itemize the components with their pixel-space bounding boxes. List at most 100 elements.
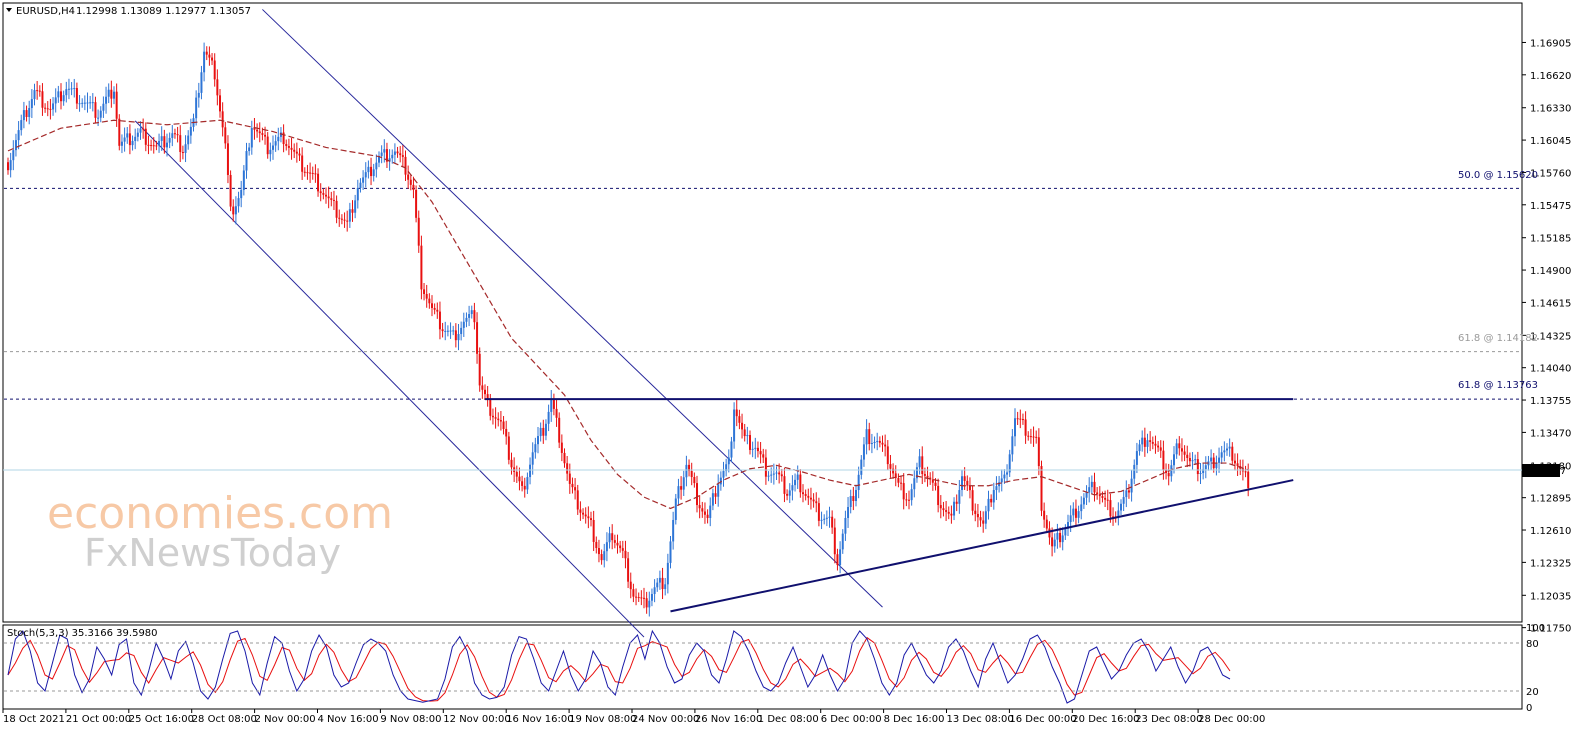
candle-body [256,129,259,132]
candle-body [767,475,770,477]
candle-body [976,513,979,518]
candle-body [1141,437,1144,445]
candle-body [942,508,945,511]
candle-body [908,499,910,501]
candle-body [833,527,836,555]
trendlines[interactable] [485,398,1294,613]
candle-body [1056,532,1059,540]
candle-body [216,79,219,96]
candle-body [229,174,232,207]
stoch-main-line [7,629,1231,704]
candle-body [1098,494,1101,497]
candle-body [590,518,592,520]
candle-body [168,137,171,143]
candle-body [115,91,118,119]
candle-body [81,102,84,104]
candle-body [780,474,783,477]
candle-body [181,152,184,154]
candle-body [452,330,455,332]
candle-body [224,127,227,144]
channel-line-2[interactable] [134,120,645,638]
candle-body [65,89,68,96]
candle-body [809,497,812,500]
candle-body [446,330,449,332]
candle-body [473,310,476,323]
candle-body [751,448,754,450]
trendline-support[interactable] [670,479,1294,613]
candle-body [322,193,325,195]
candle-body [325,194,327,197]
candle-body [301,155,304,172]
candle-body [287,145,290,148]
candle-body [619,545,622,549]
candle-body [558,417,561,443]
candle-body [831,516,834,528]
candle-body [560,442,563,453]
x-tick-label: 9 Nov 08:00 [380,714,441,725]
candle-body [49,108,52,110]
candle-body [1021,419,1024,421]
candle-body [523,485,526,490]
candle-body [187,135,190,145]
candle-body [507,436,510,460]
candle-body [966,480,969,486]
y-tick-label: 1.14040 [1530,364,1571,375]
candle-body [1032,436,1035,438]
candle-body [343,219,346,221]
candle-body [1061,535,1064,543]
candle-body [855,490,857,501]
channel-line-1[interactable] [262,9,883,608]
candle-body [913,478,916,490]
candle-body [844,517,847,534]
candle-body [12,150,15,161]
candle-body [677,486,680,499]
candle-body [1247,471,1250,489]
candle-body [1109,500,1112,517]
candle-body [497,418,500,421]
candle-body [110,89,113,99]
main-price-pane[interactable] [2,2,1523,623]
candle-body [67,88,70,90]
candle-body [359,182,362,188]
candle-body [1210,457,1213,462]
candle-body [754,447,757,449]
candle-body [1191,460,1194,462]
candle-body [163,136,166,148]
candle-body [399,153,402,156]
y-tick-label: 1.15760 [1530,168,1571,179]
candle-body [915,467,918,479]
candle-body [89,102,92,104]
candle-body [264,134,267,137]
candle-body [75,88,78,104]
candle-body [120,141,123,146]
candle-body [1135,451,1138,465]
candle-body [862,444,865,460]
x-tick-label: 21 Oct 00:00 [66,714,131,725]
price-channel[interactable] [134,9,883,638]
candle-body [242,170,245,190]
candle-body [412,184,415,190]
candle-body [552,399,555,409]
candle-body [1244,471,1247,473]
candle-body [817,503,820,521]
candle-body [1130,478,1133,493]
collapse-triangle-icon[interactable] [6,8,12,12]
candle-body [330,198,333,200]
candle-body [698,505,701,509]
candle-body [934,482,937,486]
candle-body [60,91,62,102]
candle-body [362,177,365,183]
candle-body [690,470,693,478]
candle-body [725,464,728,471]
candle-body [22,110,25,121]
candle-body [266,136,269,155]
candle-body [635,596,638,598]
candle-body [1082,497,1085,505]
candle-body [1223,450,1226,453]
candle-body [579,509,582,513]
candle-body [335,200,338,218]
candle-body [486,394,489,399]
y-tick-label: 1.12035 [1530,591,1571,602]
candle-body [91,102,94,104]
